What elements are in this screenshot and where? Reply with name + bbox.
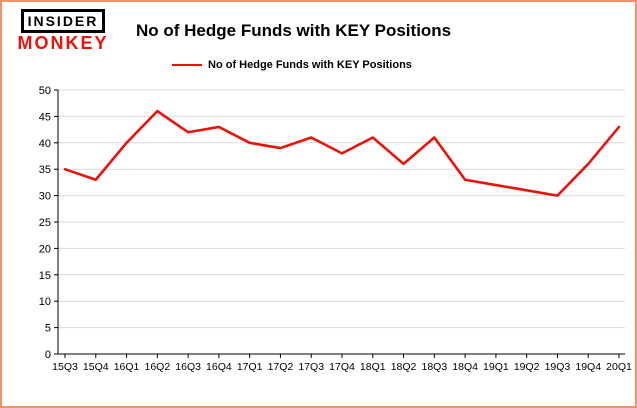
chart-title: No of Hedge Funds with KEY Positions — [136, 21, 452, 41]
y-tick-label: 50 — [39, 85, 51, 97]
x-tick-label: 17Q3 — [298, 361, 324, 373]
y-tick-label: 25 — [39, 217, 51, 229]
x-tick-label: 18Q4 — [452, 361, 478, 373]
x-tick-label: 17Q2 — [268, 361, 294, 373]
logo-monkey-text: MONKEY — [17, 33, 109, 54]
x-tick-label: 16Q4 — [206, 361, 232, 373]
y-tick-label: 30 — [39, 191, 51, 203]
x-tick-label: 15Q3 — [52, 361, 78, 373]
x-tick-label: 16Q3 — [175, 361, 201, 373]
logo-insider-text: INSIDER — [20, 9, 106, 34]
y-tick-label: 10 — [39, 296, 51, 308]
x-tick-label: 17Q1 — [237, 361, 263, 373]
x-tick-label: 19Q3 — [545, 361, 571, 373]
series-line — [63, 109, 621, 197]
y-tick-label: 15 — [39, 270, 51, 282]
legend-line-swatch — [172, 64, 202, 66]
x-tick-label: 19Q1 — [483, 361, 509, 373]
x-tick-label: 19Q4 — [575, 361, 601, 373]
y-tick-label: 35 — [39, 164, 51, 176]
y-tick-label: 20 — [39, 243, 51, 255]
x-tick-label: 19Q2 — [514, 361, 540, 373]
y-tick-label: 40 — [39, 138, 51, 150]
x-tick-label: 18Q1 — [360, 361, 386, 373]
chart-header: INSIDER MONKEY No of Hedge Funds with KE… — [12, 9, 451, 54]
y-tick-label: 45 — [39, 111, 51, 123]
x-tick-label: 18Q3 — [421, 361, 447, 373]
x-tick-label: 16Q2 — [144, 361, 170, 373]
x-tick-label: 15Q4 — [83, 361, 109, 373]
insider-monkey-logo: INSIDER MONKEY — [12, 9, 114, 54]
x-tick-label: 17Q4 — [329, 361, 355, 373]
legend-label: No of Hedge Funds with KEY Positions — [208, 59, 412, 71]
y-tick-label: 0 — [45, 349, 51, 361]
y-tick-label: 5 — [45, 323, 51, 335]
legend: No of Hedge Funds with KEY Positions — [172, 59, 412, 71]
x-tick-label: 16Q1 — [114, 361, 140, 373]
x-tick-label: 20Q1 — [606, 361, 632, 373]
x-tick-label: 18Q2 — [391, 361, 417, 373]
